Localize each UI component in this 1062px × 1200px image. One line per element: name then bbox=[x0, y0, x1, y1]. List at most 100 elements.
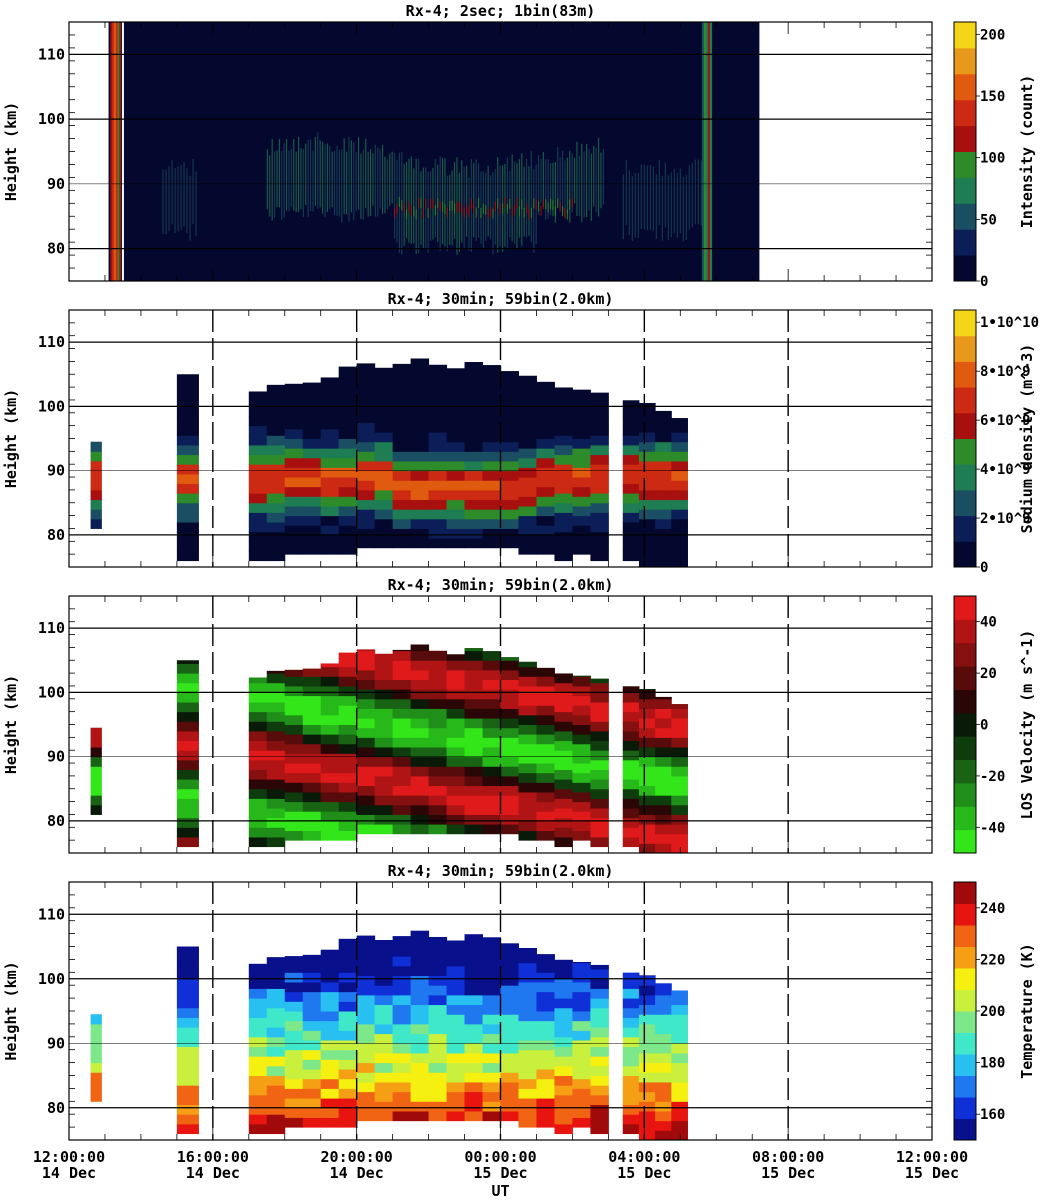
grid-cell bbox=[536, 811, 555, 822]
grid-cell bbox=[671, 1081, 688, 1093]
grid-cell bbox=[572, 695, 591, 706]
grid-cell bbox=[338, 438, 358, 449]
grid-cell bbox=[500, 669, 519, 681]
intensity-streak bbox=[545, 199, 547, 210]
grid-cell bbox=[356, 422, 376, 433]
grid-cell bbox=[176, 1094, 199, 1106]
intensity-streak bbox=[165, 169, 167, 235]
grid-cell bbox=[464, 804, 484, 815]
grid-cell bbox=[446, 1091, 466, 1102]
grid-cell bbox=[518, 496, 537, 507]
grid-cell bbox=[320, 380, 340, 391]
intensity-streak bbox=[422, 167, 424, 248]
intensity-streak bbox=[554, 205, 556, 216]
grid-cell bbox=[266, 673, 286, 684]
grid-cell bbox=[536, 457, 555, 468]
grid-cell bbox=[655, 1052, 672, 1064]
grid-cell bbox=[428, 1072, 448, 1083]
grid-cell bbox=[622, 711, 640, 722]
intensity-streak bbox=[415, 158, 417, 254]
grid-cell bbox=[482, 480, 501, 491]
colorbar-swatch bbox=[954, 1011, 976, 1033]
grid-cell bbox=[622, 1075, 640, 1086]
intensity-streak bbox=[326, 143, 328, 213]
grid-cell bbox=[90, 766, 102, 777]
heatmap-field bbox=[90, 644, 688, 854]
grid-cell bbox=[284, 448, 304, 459]
grid-cell bbox=[320, 949, 340, 954]
grid-cell bbox=[90, 1072, 102, 1083]
grid-cell bbox=[572, 496, 591, 507]
intensity-streak bbox=[441, 201, 444, 212]
grid-cell bbox=[500, 824, 519, 835]
grid-cell bbox=[266, 444, 286, 456]
x-tick-time: 00:00:00 bbox=[464, 1148, 536, 1166]
grid-cell bbox=[428, 383, 448, 395]
grid-cell bbox=[622, 1085, 640, 1096]
grid-cell bbox=[338, 743, 358, 754]
grid-cell bbox=[428, 946, 448, 957]
intensity-streak bbox=[530, 150, 532, 243]
intensity-streak bbox=[480, 208, 482, 219]
grid-cell bbox=[464, 1072, 484, 1083]
grid-cell bbox=[284, 1040, 304, 1051]
grid-cell bbox=[338, 448, 358, 459]
grid-cell bbox=[500, 441, 519, 452]
grid-cell bbox=[266, 1085, 286, 1096]
grid-cell bbox=[374, 1101, 394, 1112]
grid-cell bbox=[446, 727, 466, 738]
grid-cell bbox=[536, 1117, 555, 1128]
intensity-streak bbox=[357, 137, 360, 210]
grid-cell bbox=[374, 451, 394, 462]
intensity-streak bbox=[420, 198, 422, 209]
x-tick-time: 16:00:00 bbox=[177, 1148, 249, 1166]
grid-cell bbox=[428, 1091, 448, 1102]
grid-cell bbox=[500, 371, 519, 375]
intensity-cell bbox=[701, 22, 705, 281]
grid-cell bbox=[428, 718, 448, 729]
intensity-streak bbox=[685, 175, 687, 240]
grid-cell bbox=[338, 1001, 358, 1012]
grid-cell bbox=[590, 682, 609, 693]
grid-cell bbox=[410, 1014, 430, 1025]
grid-cell bbox=[638, 746, 656, 758]
grid-cell bbox=[482, 708, 501, 719]
grid-cell bbox=[464, 403, 484, 414]
intensity-streak bbox=[590, 153, 592, 221]
grid-cell bbox=[638, 403, 656, 414]
panel-title: Rx-4; 30min; 59bin(2.0km) bbox=[388, 290, 614, 308]
grid-cell bbox=[655, 412, 672, 423]
y-tick-label: 100 bbox=[38, 683, 65, 701]
grid-cell bbox=[590, 721, 609, 732]
y-tick-label: 100 bbox=[38, 397, 65, 415]
grid-cell bbox=[671, 990, 688, 996]
grid-cell bbox=[518, 685, 537, 697]
grid-cell bbox=[482, 766, 501, 777]
grid-cell bbox=[500, 746, 519, 758]
grid-cell bbox=[302, 1107, 322, 1118]
colorbar-swatch bbox=[954, 946, 976, 969]
intensity-streak bbox=[396, 203, 398, 214]
grid-cell bbox=[302, 668, 322, 677]
grid-cell bbox=[572, 791, 591, 803]
intensity-streak bbox=[492, 208, 494, 219]
grid-cell bbox=[248, 730, 268, 742]
grid-cell bbox=[338, 695, 358, 706]
grid-cell bbox=[338, 1040, 358, 1051]
grid-cell bbox=[338, 467, 358, 478]
grid-cell bbox=[284, 801, 304, 812]
grid-cell bbox=[320, 1020, 340, 1031]
grid-cell bbox=[392, 814, 412, 825]
grid-cell bbox=[446, 489, 466, 501]
colorbar-swatch bbox=[954, 438, 976, 465]
grid-cell bbox=[464, 499, 484, 510]
grid-cell bbox=[590, 759, 609, 770]
grid-cell bbox=[176, 721, 199, 732]
grid-cell bbox=[356, 441, 376, 452]
intensity-streak bbox=[691, 162, 693, 228]
grid-cell bbox=[671, 1101, 688, 1112]
grid-cell bbox=[554, 541, 573, 552]
grid-cell bbox=[482, 965, 501, 977]
grid-cell bbox=[536, 954, 555, 964]
intensity-streak bbox=[494, 201, 496, 212]
